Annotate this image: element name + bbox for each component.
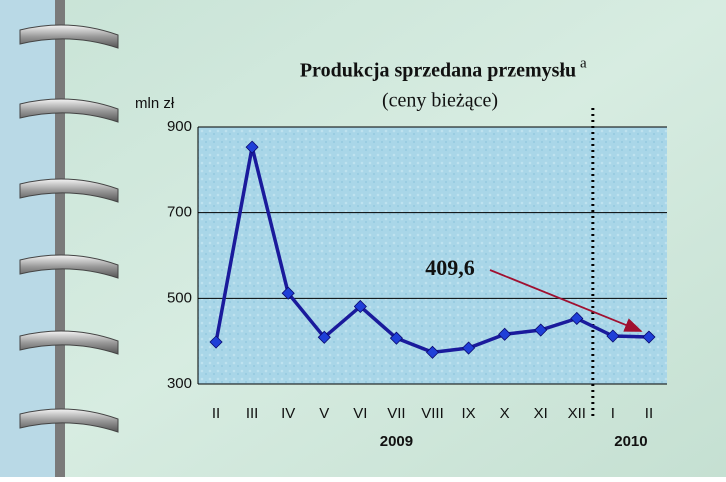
x-tick-label: VI [353,405,367,422]
x-tick-label: X [500,405,510,422]
x-tick-label: IX [461,405,475,422]
chart-subtitle: (ceny bieżące) [382,90,498,112]
x-tick-label: VIII [421,405,444,422]
group-label: 2009 [380,433,413,450]
x-tick-label: III [246,405,259,422]
y-tick-label: 900 [167,118,192,135]
x-tick-label: V [319,405,329,422]
y-axis-label: mln zł [135,95,175,112]
y-tick-label: 700 [167,204,192,221]
y-tick-label: 300 [167,375,192,392]
x-tick-label: I [611,405,615,422]
x-tick-label: VII [387,405,405,422]
spine [0,0,60,477]
chart: Produkcja sprzedana przemysłu a (ceny bi… [0,0,726,477]
group-label: 2010 [614,433,647,450]
x-tick-label: XII [568,405,586,422]
title-note: a [580,55,587,71]
value-label: 409,6 [425,255,475,280]
x-tick-label: II [645,405,653,422]
x-tick-label: XI [534,405,548,422]
x-tick-label: II [212,405,220,422]
chart-title: Produkcja sprzedana przemysłu [300,60,576,82]
y-tick-label: 500 [167,289,192,306]
x-tick-label: IV [281,405,295,422]
